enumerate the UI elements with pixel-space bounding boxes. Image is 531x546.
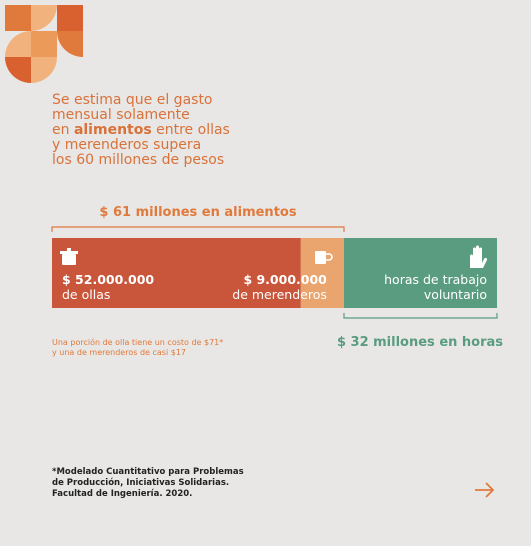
food-bracket [52, 227, 344, 232]
hours-total: $ 32 millones en horas [337, 335, 503, 350]
headline-line: mensual solamente [52, 107, 190, 123]
segment-label: de ollas [62, 287, 110, 302]
headline-part: mensual solamente [52, 107, 190, 123]
page: {"headline": {"lines": [ [{"text": "Se e… [0, 0, 531, 546]
headline-part: Se estima que el gasto [52, 92, 213, 108]
segment-amount: $ 9.000.000 [243, 272, 327, 287]
headline-line: y merenderos supera [52, 137, 201, 153]
segment-amount: $ 52.000.000 [62, 272, 154, 287]
source-line: *Modelado Cuantitativo para Problemas [52, 467, 244, 477]
cost-note: Una porción de olla tiene un costo de $7… [52, 337, 223, 357]
headline-part: y merenderos supera [52, 137, 201, 153]
headline-part: alimentos [74, 122, 152, 138]
headline-line: en alimentos entre ollas [52, 122, 230, 138]
cost-note-line: Una porción de olla tiene un costo de $7… [52, 337, 223, 347]
source-line: de Producción, Iniciativas Solidarias. [52, 477, 229, 488]
source: *Modelado Cuantitativo para Problemasde … [52, 467, 244, 499]
source-line: Facultad de Ingeniería. 2020. [52, 489, 192, 499]
segment-label: voluntario [424, 287, 487, 302]
headline-line: Se estima que el gasto [52, 92, 213, 108]
logo [5, 5, 83, 83]
food-total: $ 61 millones en alimentos [99, 205, 296, 220]
headline-line: los 60 millones de pesos [52, 152, 224, 168]
hours-bracket [344, 313, 497, 318]
cost-note-line: y una de merenderos de casi $17 [52, 348, 186, 357]
segment-label: de merenderos [232, 287, 327, 302]
next-arrow[interactable] [475, 483, 493, 497]
infographic: $ 61 millones en alimentos $ 32 millones… [0, 0, 531, 546]
segment-label: horas de trabajo [384, 272, 487, 287]
headline-part: en [52, 122, 74, 138]
headline-part: los 60 millones de pesos [52, 152, 224, 168]
headline-part: entre ollas [152, 122, 230, 138]
